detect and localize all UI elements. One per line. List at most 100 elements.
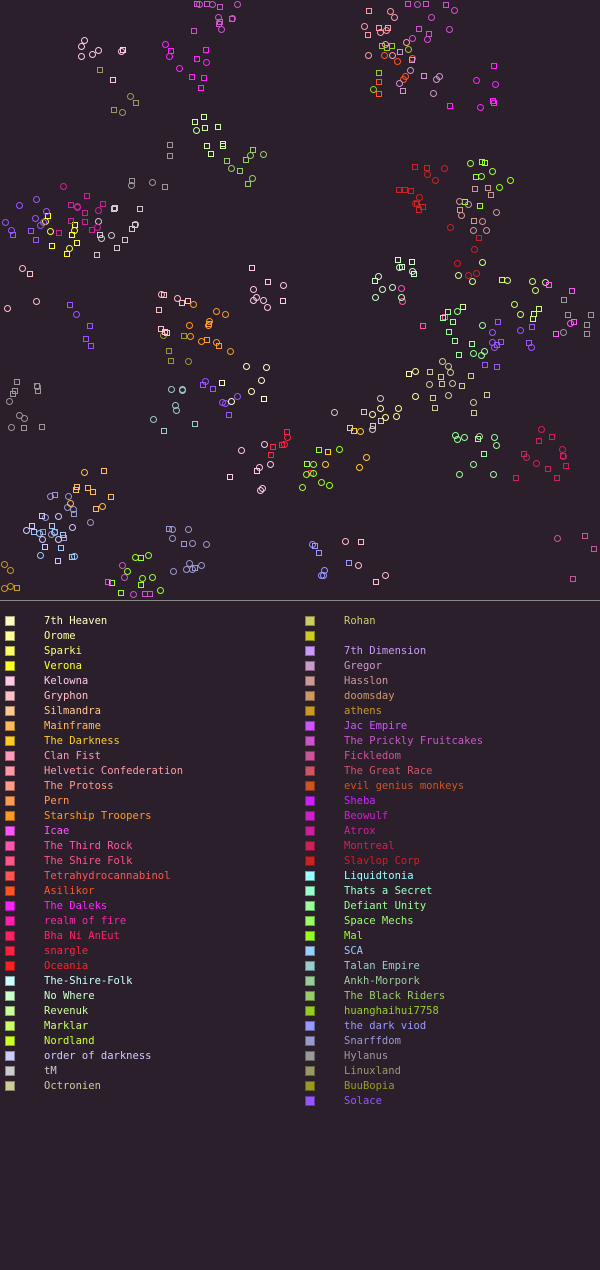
- planet-circle[interactable]: [493, 442, 500, 449]
- planet-circle[interactable]: [479, 322, 486, 329]
- planet-square[interactable]: [376, 91, 382, 97]
- planet-square[interactable]: [167, 142, 173, 148]
- planet-square[interactable]: [83, 336, 89, 342]
- planet-square[interactable]: [591, 546, 597, 552]
- planet-square[interactable]: [110, 77, 116, 83]
- planet-circle[interactable]: [124, 568, 131, 575]
- planet-square[interactable]: [513, 475, 519, 481]
- planet-square[interactable]: [439, 381, 445, 387]
- planet-square[interactable]: [49, 243, 55, 249]
- planet-circle[interactable]: [69, 524, 76, 531]
- planet-square[interactable]: [10, 232, 16, 238]
- planet-circle[interactable]: [377, 395, 384, 402]
- planet-circle[interactable]: [465, 272, 472, 279]
- planet-circle[interactable]: [377, 29, 384, 36]
- planet-circle[interactable]: [64, 504, 71, 511]
- planet-circle[interactable]: [47, 228, 54, 235]
- planet-circle[interactable]: [42, 514, 49, 521]
- planet-square[interactable]: [87, 323, 93, 329]
- planet-circle[interactable]: [158, 291, 165, 298]
- planet-square[interactable]: [561, 297, 567, 303]
- planet-circle[interactable]: [299, 484, 306, 491]
- planet-circle[interactable]: [379, 286, 386, 293]
- planet-circle[interactable]: [361, 23, 368, 30]
- planet-square[interactable]: [167, 153, 173, 159]
- planet-circle[interactable]: [396, 80, 403, 87]
- planet-circle[interactable]: [8, 227, 15, 234]
- planet-circle[interactable]: [98, 235, 105, 242]
- planet-square[interactable]: [168, 358, 174, 364]
- planet-circle[interactable]: [529, 278, 536, 285]
- planet-square[interactable]: [69, 554, 75, 560]
- planet-square[interactable]: [482, 362, 488, 368]
- planet-square[interactable]: [168, 48, 174, 54]
- planet-square[interactable]: [122, 237, 128, 243]
- planet-square[interactable]: [203, 47, 209, 53]
- planet-circle[interactable]: [396, 264, 403, 271]
- planet-circle[interactable]: [261, 441, 268, 448]
- planet-square[interactable]: [85, 485, 91, 491]
- planet-circle[interactable]: [186, 322, 193, 329]
- planet-square[interactable]: [31, 529, 37, 535]
- planet-square[interactable]: [471, 218, 477, 224]
- planet-circle[interactable]: [439, 358, 446, 365]
- planet-square[interactable]: [74, 240, 80, 246]
- planet-square[interactable]: [210, 386, 216, 392]
- planet-square[interactable]: [531, 311, 537, 317]
- planet-square[interactable]: [549, 434, 555, 440]
- planet-square[interactable]: [440, 315, 446, 321]
- planet-circle[interactable]: [127, 93, 134, 100]
- planet-circle[interactable]: [47, 493, 54, 500]
- planet-circle[interactable]: [40, 219, 47, 226]
- planet-circle[interactable]: [567, 320, 574, 327]
- planet-square[interactable]: [220, 143, 226, 149]
- planet-square[interactable]: [280, 298, 286, 304]
- planet-circle[interactable]: [198, 562, 205, 569]
- planet-circle[interactable]: [395, 405, 402, 412]
- planet-circle[interactable]: [174, 295, 181, 302]
- planet-circle[interactable]: [318, 572, 325, 579]
- planet-circle[interactable]: [461, 434, 468, 441]
- planet-circle[interactable]: [446, 26, 453, 33]
- planet-circle[interactable]: [229, 15, 236, 22]
- planet-square[interactable]: [58, 545, 64, 551]
- planet-square[interactable]: [84, 193, 90, 199]
- planet-circle[interactable]: [470, 227, 477, 234]
- planet-circle[interactable]: [399, 298, 406, 305]
- planet-circle[interactable]: [243, 363, 250, 370]
- planet-square[interactable]: [438, 374, 444, 380]
- planet-circle[interactable]: [108, 232, 115, 239]
- planet-square[interactable]: [279, 442, 285, 448]
- planet-circle[interactable]: [169, 535, 176, 542]
- planet-square[interactable]: [405, 1, 411, 7]
- planet-square[interactable]: [216, 21, 222, 27]
- planet-square[interactable]: [498, 339, 504, 345]
- planet-circle[interactable]: [215, 14, 222, 21]
- planet-square[interactable]: [39, 513, 45, 519]
- planet-circle[interactable]: [95, 218, 102, 225]
- planet-circle[interactable]: [228, 398, 235, 405]
- planet-square[interactable]: [389, 43, 395, 49]
- planet-circle[interactable]: [322, 461, 329, 468]
- planet-circle[interactable]: [33, 196, 40, 203]
- planet-square[interactable]: [416, 207, 422, 213]
- planet-circle[interactable]: [258, 377, 265, 384]
- planet-circle[interactable]: [78, 53, 85, 60]
- planet-square[interactable]: [560, 453, 566, 459]
- planet-circle[interactable]: [260, 151, 267, 158]
- planet-square[interactable]: [420, 323, 426, 329]
- planet-square[interactable]: [35, 388, 41, 394]
- planet-square[interactable]: [185, 298, 191, 304]
- planet-square[interactable]: [194, 56, 200, 62]
- planet-circle[interactable]: [193, 127, 200, 134]
- planet-circle[interactable]: [491, 434, 498, 441]
- planet-square[interactable]: [460, 304, 466, 310]
- planet-circle[interactable]: [382, 414, 389, 421]
- planet-square[interactable]: [430, 395, 436, 401]
- planet-circle[interactable]: [424, 171, 431, 178]
- planet-square[interactable]: [118, 590, 124, 596]
- planet-circle[interactable]: [95, 207, 102, 214]
- planet-square[interactable]: [529, 324, 535, 330]
- planet-circle[interactable]: [517, 311, 524, 318]
- planet-circle[interactable]: [170, 568, 177, 575]
